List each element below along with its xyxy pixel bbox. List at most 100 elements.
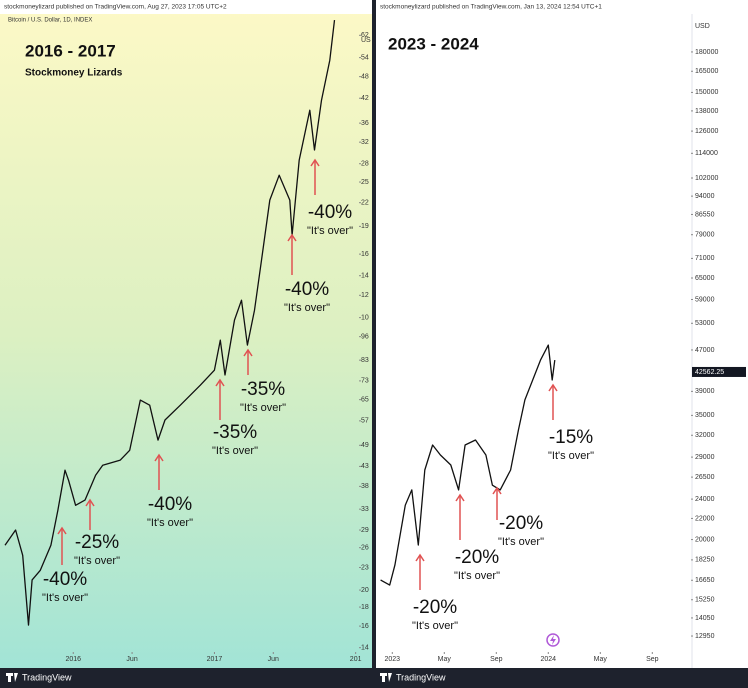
annotation-note: "It's over" xyxy=(212,445,258,457)
annotation-note: "It's over" xyxy=(307,225,353,237)
footer-brand: TradingView xyxy=(396,672,446,682)
y-tick-label: 49 xyxy=(361,442,369,449)
annotation-arrowhead xyxy=(310,158,320,167)
chart-subtitle: Stockmoney Lizards xyxy=(25,68,123,79)
y-tick-label: 26500 xyxy=(695,474,715,481)
price-line xyxy=(380,344,556,586)
y-tick-label: 29 xyxy=(361,527,369,534)
tv-logo-left xyxy=(6,673,18,682)
last-price-label: 42562.25 xyxy=(695,369,724,376)
annotation-arrowhead xyxy=(85,498,95,507)
x-tick-label: 2024 xyxy=(541,656,557,663)
annotation-arrowhead xyxy=(215,378,225,387)
axis-unit: USD xyxy=(695,23,710,30)
legend-text: Bitcoin / U.S. Dollar, 1D, INDEX xyxy=(8,18,92,24)
annotation-note: "It's over" xyxy=(454,570,500,582)
annotation-percent: -35% xyxy=(241,379,285,400)
y-tick-label: 32 xyxy=(361,139,369,146)
y-tick-label: 83 xyxy=(361,357,369,364)
annotation-arrowhead xyxy=(548,383,558,392)
annotation-percent: -40% xyxy=(285,279,329,300)
annotation-note: "It's over" xyxy=(74,555,120,567)
annotation-percent: -40% xyxy=(43,569,87,590)
annotation-percent: -25% xyxy=(75,532,119,553)
y-tick-label: 22 xyxy=(361,200,369,207)
y-tick-label: 65000 xyxy=(695,275,715,282)
annotation-percent: -40% xyxy=(308,202,352,223)
y-tick-label: 138000 xyxy=(695,108,718,115)
annotation-note: "It's over" xyxy=(147,517,193,529)
annotation-arrowhead xyxy=(57,526,67,535)
y-tick-label: 35000 xyxy=(695,412,715,419)
y-tick-label: 16650 xyxy=(695,577,715,584)
annotation-percent: -40% xyxy=(148,494,192,515)
annotation-percent: -20% xyxy=(455,547,499,568)
y-tick-label: 73 xyxy=(361,378,369,385)
left-header-bar xyxy=(0,0,372,14)
y-tick-label: 96 xyxy=(361,333,369,340)
x-tick-label: Jun xyxy=(268,656,279,663)
x-tick-label: May xyxy=(438,656,452,663)
y-tick-label: 28 xyxy=(361,161,369,168)
plot-area xyxy=(380,344,556,586)
annotation-percent: -20% xyxy=(499,513,543,534)
y-tick-label: 62 xyxy=(361,32,369,39)
y-tick-label: 25 xyxy=(361,179,369,186)
y-tick-label: 47000 xyxy=(695,347,715,354)
watermark-icon xyxy=(546,633,560,647)
y-tick-label: 20 xyxy=(361,587,369,594)
header-text: stockmoneylizard published on TradingVie… xyxy=(4,4,227,11)
axis-unit: US xyxy=(361,37,371,44)
y-tick-label: 102000 xyxy=(695,175,718,182)
y-tick-label: 114000 xyxy=(695,150,718,157)
y-tick-label: 12950 xyxy=(695,633,715,640)
y-tick-label: 24000 xyxy=(695,496,715,503)
y-tick-label: 79000 xyxy=(695,232,715,239)
annotation-note: "It's over" xyxy=(548,450,594,462)
annotation-note: "It's over" xyxy=(284,302,330,314)
annotation-arrowhead xyxy=(154,453,164,462)
last-price-box xyxy=(692,366,746,377)
y-tick-label: 71000 xyxy=(695,255,715,262)
y-tick-label: 16 xyxy=(361,251,369,258)
y-tick-label: 33 xyxy=(361,506,369,513)
annotation-note: "It's over" xyxy=(240,402,286,414)
tv-logo-right xyxy=(380,673,392,682)
x-tick-label: 2017 xyxy=(207,656,223,663)
x-tick-label: Sep xyxy=(646,656,659,663)
x-tick-label: Sep xyxy=(490,656,503,663)
y-tick-label: 126000 xyxy=(695,128,718,135)
right-header-bar xyxy=(376,0,748,14)
y-tick-label: 54 xyxy=(361,54,369,61)
y-tick-label: 39000 xyxy=(695,388,715,395)
y-tick-label: 150000 xyxy=(695,89,718,96)
y-tick-label: 59000 xyxy=(695,296,715,303)
y-tick-label: 165000 xyxy=(695,68,718,75)
y-tick-label: 14 xyxy=(361,273,369,280)
y-tick-label: 23 xyxy=(361,564,369,571)
y-tick-label: 16 xyxy=(361,623,369,630)
annotation-arrowhead xyxy=(243,348,253,357)
y-tick-label: 38 xyxy=(361,483,369,490)
y-tick-label: 48 xyxy=(361,73,369,80)
y-tick-label: 43 xyxy=(361,463,369,470)
right-panel xyxy=(376,0,748,668)
annotation-arrowhead xyxy=(287,233,297,242)
annotation-percent: -15% xyxy=(549,427,593,448)
x-tick-label: 2016 xyxy=(65,656,81,663)
y-tick-label: 18250 xyxy=(695,557,715,564)
y-tick-label: 65 xyxy=(361,396,369,403)
x-tick-label: Jun xyxy=(126,656,137,663)
footer-brand: TradingView xyxy=(22,672,72,682)
y-tick-label: 36 xyxy=(361,120,369,127)
annotation-arrowhead xyxy=(492,486,502,495)
y-tick-label: 18 xyxy=(361,604,369,611)
y-tick-label: 94000 xyxy=(695,193,715,200)
left-panel xyxy=(0,0,372,668)
chart-title: 2023 - 2024 xyxy=(388,34,479,53)
y-tick-label: 20000 xyxy=(695,536,715,543)
annotation-arrowhead xyxy=(455,493,465,502)
y-tick-label: 42 xyxy=(361,95,369,102)
annotation-note: "It's over" xyxy=(42,592,88,604)
